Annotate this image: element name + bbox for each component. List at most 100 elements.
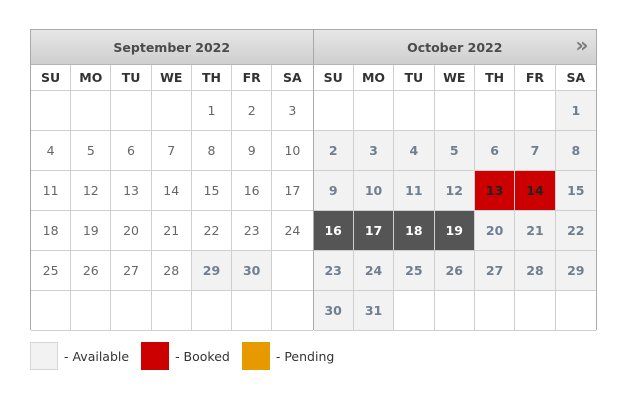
day-cell: 28 <box>151 251 192 291</box>
day-cell: 9 <box>232 131 273 171</box>
day-cell[interactable]: 15 <box>555 171 596 211</box>
empty-day-cell <box>474 91 516 131</box>
day-cell: 22 <box>191 211 233 251</box>
empty-day-cell <box>111 291 152 331</box>
day-cell[interactable]: 6 <box>474 131 516 171</box>
day-cell: 13 <box>111 171 152 211</box>
month-title: September 2022 <box>113 39 231 55</box>
day-cell[interactable]: 8 <box>555 131 596 171</box>
day-cell[interactable]: 9 <box>313 171 354 211</box>
day-cell[interactable]: 16 <box>313 211 354 251</box>
empty-day-cell <box>71 291 112 331</box>
weekday-header: FR <box>515 65 556 91</box>
empty-day-cell <box>555 291 596 331</box>
empty-day-cell <box>71 91 112 131</box>
empty-day-cell <box>232 291 273 331</box>
empty-day-cell <box>474 291 516 331</box>
day-cell: 27 <box>111 251 152 291</box>
months-row: September 2022 SU MO TU WE TH FR SA 1 2 3 4 5 6 7 8 9 10… <box>31 30 596 331</box>
month-grid: SU MO TU WE TH FR SA 1 2 3 4 5 6 7 8 9 10 11 12 13 14 15 16 17 1… <box>313 65 596 331</box>
empty-day-cell <box>272 251 313 291</box>
day-cell[interactable]: 30 <box>232 251 273 291</box>
empty-day-cell <box>394 91 435 131</box>
day-cell[interactable]: 19 <box>434 211 475 251</box>
weekday-header: TU <box>111 65 152 91</box>
day-cell[interactable]: 10 <box>353 171 395 211</box>
legend-pending-label: - Pending <box>275 348 335 364</box>
day-cell[interactable]: 5 <box>434 131 475 171</box>
day-cell: 11 <box>31 171 72 211</box>
day-cell[interactable]: 29 <box>555 251 596 291</box>
day-cell[interactable]: 28 <box>515 251 556 291</box>
day-cell: 19 <box>71 211 112 251</box>
empty-day-cell <box>151 91 192 131</box>
weekday-header: TH <box>191 65 233 91</box>
weekday-header: TU <box>394 65 435 91</box>
weekday-header: TH <box>474 65 516 91</box>
empty-day-cell <box>434 291 475 331</box>
day-cell[interactable]: 24 <box>353 251 395 291</box>
next-month-icon[interactable]: » <box>575 33 589 57</box>
day-cell[interactable]: 22 <box>555 211 596 251</box>
day-cell: 25 <box>31 251 72 291</box>
empty-day-cell <box>434 91 475 131</box>
empty-day-cell <box>151 291 192 331</box>
day-cell[interactable]: 18 <box>394 211 435 251</box>
day-cell[interactable]: 7 <box>515 131 556 171</box>
weekday-header: MO <box>353 65 395 91</box>
day-cell[interactable]: 3 <box>353 131 395 171</box>
empty-day-cell <box>313 91 354 131</box>
available-swatch <box>30 342 58 370</box>
legend-available-label: - Available <box>64 348 130 364</box>
day-cell: 12 <box>71 171 112 211</box>
legend-booked-label: - Booked <box>175 348 230 364</box>
day-cell: 5 <box>71 131 112 171</box>
legend-booked: - Booked <box>141 342 230 370</box>
day-cell: 4 <box>31 131 72 171</box>
day-cell: 2 <box>232 91 273 131</box>
day-cell: 6 <box>111 131 152 171</box>
legend: - Available - Booked - Pending <box>30 342 346 370</box>
booked-swatch <box>141 342 170 370</box>
empty-day-cell <box>394 291 435 331</box>
day-cell: 8 <box>191 131 233 171</box>
day-cell: 1 <box>191 91 233 131</box>
day-cell[interactable]: 26 <box>434 251 475 291</box>
month-panel-september: September 2022 SU MO TU WE TH FR SA 1 2 3 4 5 6 7 8 9 10… <box>31 30 313 331</box>
empty-day-cell <box>272 291 313 331</box>
day-cell[interactable]: 20 <box>474 211 516 251</box>
day-cell: 17 <box>272 171 313 211</box>
weekday-header: WE <box>151 65 192 91</box>
day-cell[interactable]: 27 <box>474 251 516 291</box>
day-cell[interactable]: 2 <box>313 131 354 171</box>
empty-day-cell <box>515 291 556 331</box>
weekday-header: SA <box>272 65 313 91</box>
day-cell[interactable]: 11 <box>394 171 435 211</box>
month-panel-october: October 2022 » SU MO TU WE TH FR SA 1 2 3 4 5 6 7 8 9 10… <box>312 30 596 331</box>
day-cell[interactable]: 1 <box>555 91 596 131</box>
day-cell[interactable]: 25 <box>394 251 435 291</box>
legend-pending: - Pending <box>241 342 335 370</box>
weekday-header: SU <box>31 65 72 91</box>
day-cell: 24 <box>272 211 313 251</box>
empty-day-cell <box>31 91 72 131</box>
day-cell: 15 <box>191 171 233 211</box>
weekday-header: MO <box>71 65 112 91</box>
pending-swatch <box>241 342 270 370</box>
day-cell[interactable]: 23 <box>313 251 354 291</box>
weekday-header: WE <box>434 65 475 91</box>
day-cell: 14 <box>151 171 192 211</box>
day-cell[interactable]: 12 <box>434 171 475 211</box>
day-cell[interactable]: 4 <box>394 131 435 171</box>
day-cell[interactable]: 30 <box>313 291 354 331</box>
day-cell: 21 <box>151 211 192 251</box>
empty-day-cell <box>353 91 395 131</box>
day-cell[interactable]: 31 <box>353 291 395 331</box>
day-cell[interactable]: 17 <box>353 211 395 251</box>
day-cell: 7 <box>151 131 192 171</box>
day-cell[interactable]: 29 <box>191 251 233 291</box>
day-cell: 10 <box>272 131 313 171</box>
day-cell: 16 <box>232 171 273 211</box>
day-cell[interactable]: 21 <box>515 211 556 251</box>
weekday-header: SA <box>555 65 596 91</box>
